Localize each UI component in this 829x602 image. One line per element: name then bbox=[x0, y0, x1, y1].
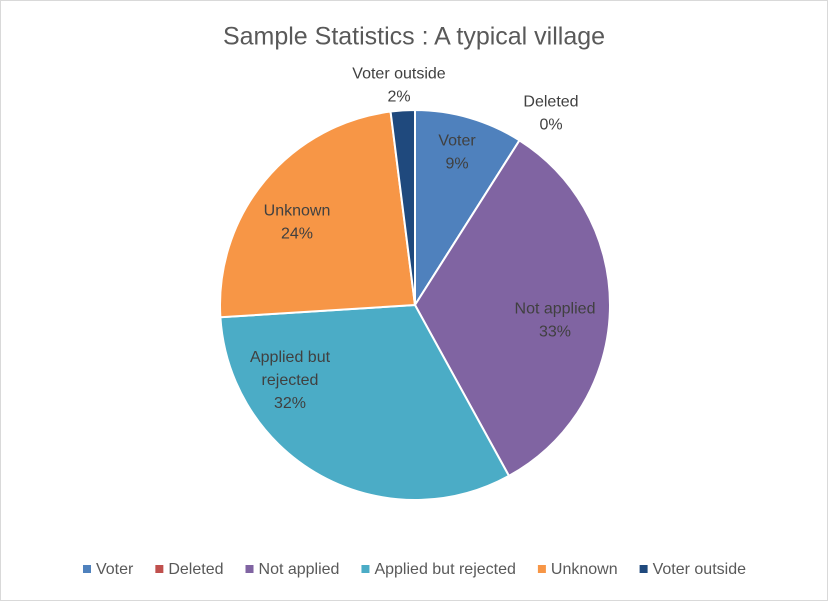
data-label-name: Not applied bbox=[515, 301, 596, 318]
chart-title: Sample Statistics : A typical village bbox=[223, 23, 605, 51]
legend-label: Applied but rejected bbox=[374, 561, 515, 578]
data-label-value: 32% bbox=[274, 395, 306, 412]
legend-swatch bbox=[639, 565, 648, 573]
data-label-name: Unknown bbox=[264, 203, 331, 220]
data-label-name: Deleted bbox=[523, 94, 578, 111]
data-label-value: 33% bbox=[539, 324, 571, 341]
legend-swatch bbox=[155, 565, 164, 573]
data-label-value: 0% bbox=[539, 117, 562, 134]
legend-swatch bbox=[82, 565, 91, 573]
legend: Voter Deleted Not applied Applied but rejec… bbox=[82, 561, 747, 578]
data-label-name: Voter bbox=[438, 133, 476, 150]
pie-slice bbox=[389, 108, 416, 306]
legend-swatch bbox=[537, 565, 546, 573]
legend-swatch bbox=[245, 565, 254, 573]
legend-label: Voter bbox=[96, 561, 134, 578]
legend-label: Deleted bbox=[168, 561, 223, 578]
legend-label: Unknown bbox=[551, 561, 618, 578]
legend-label: Voter outside bbox=[653, 561, 747, 578]
pie-slice bbox=[219, 110, 417, 319]
data-label-name: Voter outside bbox=[352, 66, 446, 83]
data-label-value: 2% bbox=[387, 89, 410, 106]
legend-swatch bbox=[361, 565, 370, 573]
pie-slice bbox=[219, 303, 511, 501]
data-label-name: Applied but rejected bbox=[250, 349, 331, 389]
data-label-value: 9% bbox=[445, 156, 468, 173]
legend-label: Not applied bbox=[259, 561, 340, 578]
data-label-value: 24% bbox=[281, 226, 313, 243]
pie-slice bbox=[414, 108, 521, 309]
